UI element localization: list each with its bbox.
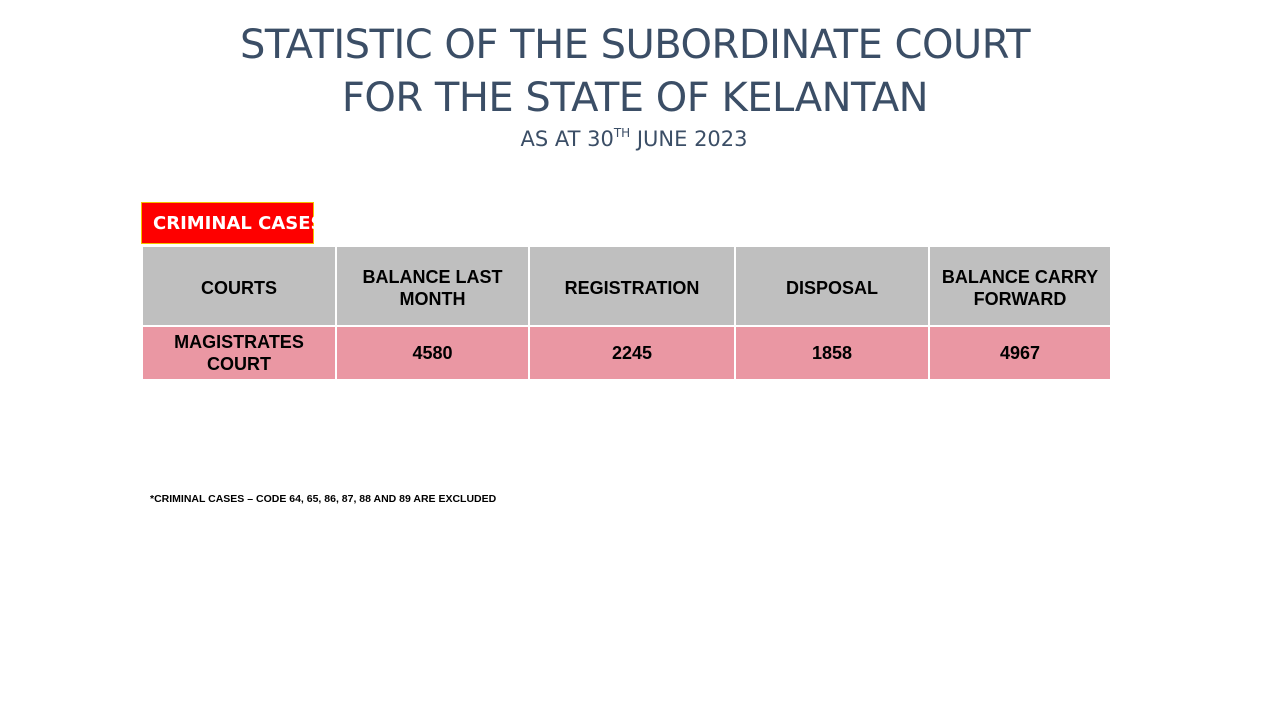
page-title-line-1: STATISTIC OF THE SUBORDINATE COURT [239, 22, 1031, 68]
table-row: MAGISTRATES COURT 4580 2245 1858 4967 [141, 325, 1112, 381]
subtitle-superscript: TH [613, 126, 631, 140]
footnote: *CRIMINAL CASES – CODE 64, 65, 86, 87, 8… [150, 493, 497, 505]
cell-registration: 2245 [528, 325, 736, 381]
cell-disposal: 1858 [734, 325, 930, 381]
cell-court-name: MAGISTRATES COURT [141, 325, 337, 381]
criminal-cases-label: CRIMINAL CASES [141, 202, 323, 244]
header-balance-carry-forward: BALANCE CARRY FORWARD [928, 245, 1112, 327]
cell-balance-last-month: 4580 [335, 325, 530, 381]
cell-balance-carry-forward: 4967 [928, 325, 1112, 381]
table-header-row: COURTS BALANCE LAST MONTH REGISTRATION D… [141, 245, 1112, 327]
statistics-table: COURTS BALANCE LAST MONTH REGISTRATION D… [141, 245, 1112, 381]
header-disposal: DISPOSAL [734, 245, 930, 327]
header-registration: REGISTRATION [528, 245, 736, 327]
page-title-line-2: FOR THE STATE OF KELANTAN [341, 75, 929, 121]
subtitle-prefix: AS AT 30 [520, 127, 614, 151]
subtitle-suffix: JUNE 2023 [630, 127, 748, 151]
header-balance-last-month: BALANCE LAST MONTH [335, 245, 530, 327]
header-courts: COURTS [141, 245, 337, 327]
page-subtitle: AS AT 30TH JUNE 2023 [0, 126, 1268, 151]
